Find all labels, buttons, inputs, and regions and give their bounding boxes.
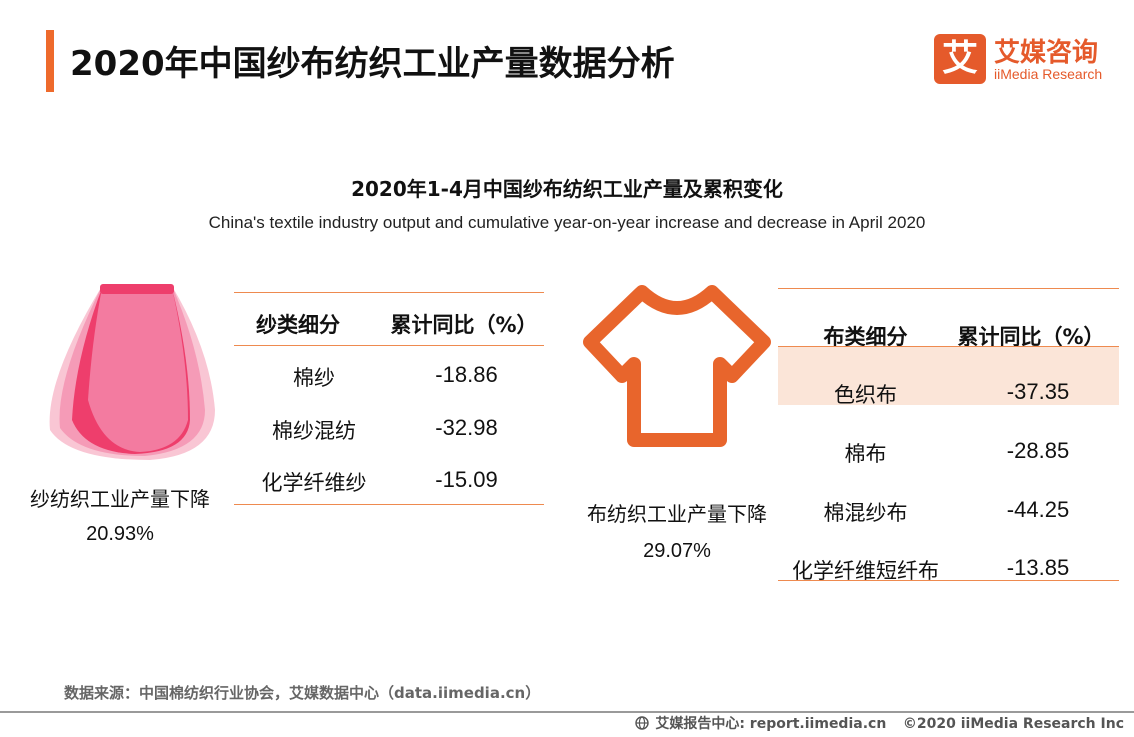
cloth-decline-percent: 29.07% (643, 540, 711, 562)
cloth-row-name: 色织布 (834, 383, 897, 407)
title-accent-bar (46, 30, 54, 92)
yarn-row-value: -32.98 (435, 415, 498, 440)
cloth-row-value: -44.25 (1006, 497, 1070, 522)
yarn-caption: 纱纺织工业产量下降 (30, 487, 210, 511)
yarn-table-header-category: 纱类细分 (256, 313, 340, 337)
cloth-table-header-value: 累计同比（%） (957, 325, 1105, 349)
report-center-link[interactable]: 艾媒报告中心: report.iimedia.cn (655, 716, 887, 732)
yarn-decline-percent: 20.93% (86, 523, 154, 545)
data-source-note: 数据来源：中国棉纺织行业协会，艾媒数据中心（data.iimedia.cn） (64, 684, 541, 702)
cloth-row-name: 棉混纱布 (823, 501, 908, 525)
cloth-row-value: -13.85 (1006, 555, 1070, 580)
cloth-row-value: -28.85 (1006, 438, 1070, 463)
cloth-table-bottom-rule (778, 580, 1119, 581)
logo-chinese-name: 艾媒咨询 (994, 38, 1099, 68)
yarn-table-bottom-rule (234, 504, 544, 505)
cloth-row-highlight (778, 347, 1119, 405)
globe-icon (635, 716, 650, 730)
cloth-caption: 布纺织工业产量下降 (587, 502, 767, 526)
yarn-table: 纱类细分 累计同比（%） 棉纱 -18.86 棉纱混纺 -32.98 化学纤维纱… (234, 292, 544, 506)
yarn-table-top-rule (234, 292, 544, 293)
copyright-text: ©2020 iiMedia Research Inc (902, 716, 1124, 732)
logo-english-name: iiMedia Research (994, 66, 1103, 82)
yarn-table-header-rule (234, 345, 544, 346)
footer: 艾媒报告中心: report.iimedia.cn ©2020 iiMedia … (635, 713, 1124, 733)
yarn-row-value: -18.86 (435, 362, 498, 387)
chart-title: 2020年1-4月中国纱布纺织工业产量及累积变化 (351, 177, 783, 201)
cloth-table: 布类细分 累计同比（%） 色织布 -37.35 棉布 -28.85 棉混纱布 -… (778, 288, 1119, 584)
logo-mark: 艾 (934, 34, 986, 84)
chart-subtitle: China's textile industry output and cumu… (208, 213, 926, 232)
yarn-row-value: -15.09 (435, 467, 498, 492)
cloth-table-header-category: 布类细分 (823, 325, 908, 349)
yarn-row-name: 化学纤维纱 (261, 471, 367, 495)
yarn-table-header-value: 累计同比（%） (390, 313, 538, 337)
yarn-row-name: 棉纱 (293, 366, 335, 390)
footer-divider (0, 711, 1134, 713)
cloth-table-header-rule (778, 346, 1119, 347)
cloth-row-value: -37.35 (1006, 379, 1070, 404)
cloth-row-name: 化学纤维短纤布 (792, 559, 939, 583)
skirt-icon (49, 284, 216, 460)
cloth-table-top-rule (778, 288, 1119, 289)
yarn-row-name: 棉纱混纺 (272, 419, 356, 443)
page-title: 2020年中国纱布纺织工业产量数据分析 (70, 44, 675, 84)
tshirt-icon (583, 285, 771, 447)
iimedia-logo: 艾 艾媒咨询 iiMedia Research (934, 34, 1114, 86)
cloth-row-name: 棉布 (844, 442, 887, 466)
